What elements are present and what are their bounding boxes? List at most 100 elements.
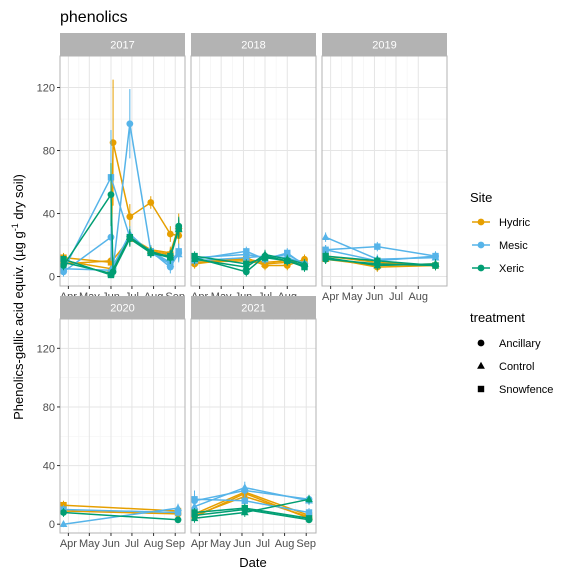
data-point (242, 505, 248, 511)
data-point (167, 253, 173, 259)
data-point (108, 191, 115, 198)
y-tick-label: 80 (43, 146, 55, 158)
facet-strip-label: 2020 (110, 303, 134, 315)
y-axis-title-sup: -1 (10, 223, 20, 231)
data-point (242, 498, 248, 504)
data-point (108, 234, 115, 241)
x-tick-label: Jun (366, 291, 384, 303)
x-tick-label: Aug (408, 291, 428, 303)
site-legend-label: Mesic (499, 240, 528, 252)
data-point (191, 253, 197, 259)
y-tick-label: 40 (43, 209, 55, 221)
site-legend-entry-hydric: Hydric (472, 217, 531, 229)
data-point (262, 254, 268, 260)
data-point (432, 253, 438, 259)
treatment-legend-label: Snowfence (499, 384, 553, 396)
data-point (243, 261, 249, 267)
facet-strip-label: 2018 (241, 40, 265, 52)
site-legend: Site Hydric Mesic Xeric (470, 190, 531, 275)
x-tick-label: Apr (60, 538, 77, 550)
treatment-legend-entry-snowfence: Snowfence (478, 384, 554, 396)
site-legend-label: Hydric (499, 217, 531, 229)
treatment-legend-entry-ancillary: Ancillary (478, 338, 541, 350)
treatment-legend-title: treatment (470, 310, 525, 325)
site-legend-label: Xeric (499, 263, 525, 275)
y-axis-title: Phenolics-gallic acid equiv. (µg g-1 dry… (10, 174, 26, 420)
facet-strip-label: 2017 (110, 40, 134, 52)
data-point (306, 509, 312, 515)
data-point (127, 234, 133, 240)
data-point (191, 496, 197, 502)
data-point (126, 120, 133, 127)
x-tick-label: Sep (296, 538, 316, 550)
data-point (108, 272, 114, 278)
x-tick-label: Apr (322, 291, 339, 303)
chart-title: phenolics (60, 9, 128, 26)
data-point (60, 256, 66, 262)
facet-panels: 201704080120AprMayJunJulAugSep2018AprMay… (37, 33, 447, 550)
data-point (374, 258, 380, 264)
site-legend-title: Site (470, 190, 492, 205)
legend-key-point (478, 219, 485, 226)
panel-2019: 2019 Apr May Jun Jul Aug (322, 33, 447, 303)
x-tick-label: May (79, 538, 100, 550)
facet-strip-label: 2021 (241, 303, 265, 315)
x-tick-label: Aug (144, 538, 164, 550)
x-tick-label: May (210, 538, 231, 550)
data-point (243, 248, 249, 254)
data-point (126, 213, 133, 220)
panel-background (322, 56, 447, 286)
legend-key-triangle (477, 362, 485, 369)
treatment-legend-entry-control: Control (477, 361, 534, 373)
x-tick-label: Jun (102, 538, 120, 550)
data-point (284, 258, 290, 264)
panel-2018: 2018AprMayJunJulAug (191, 33, 316, 303)
site-legend-entry-mesic: Mesic (472, 240, 528, 252)
y-tick-label: 80 (43, 402, 55, 414)
facet-strip-label: 2019 (372, 40, 396, 52)
panel-2021: 2021 Apr May Jun Jul Aug Sep (191, 296, 316, 550)
data-point (306, 515, 312, 521)
data-point (175, 516, 182, 523)
data-point (176, 248, 182, 254)
data-point (147, 199, 154, 206)
data-point (191, 509, 197, 515)
panel-background (191, 56, 316, 286)
legend-key-point (478, 242, 485, 249)
site-legend-entry-xeric: Xeric (472, 263, 525, 275)
data-point (167, 231, 174, 238)
treatment-legend-label: Ancillary (499, 338, 541, 350)
x-tick-label: May (342, 291, 363, 303)
treatment-legend-label: Control (499, 361, 534, 373)
y-axis-title-pre: Phenolics-gallic acid equiv. (µg g (11, 231, 26, 420)
panel-2020: 2020 0 40 80 120 Apr May Jun Jul Aug Sep (37, 296, 185, 550)
x-tick-label: Jun (233, 538, 251, 550)
treatment-legend: treatment Ancillary Control Snowfence (470, 310, 553, 396)
x-tick-label: Jul (389, 291, 403, 303)
y-tick-label: 0 (49, 519, 55, 531)
data-point (374, 243, 380, 249)
data-point (60, 509, 67, 516)
y-tick-label: 120 (37, 83, 55, 95)
data-point (175, 509, 181, 515)
y-tick-label: 40 (43, 461, 55, 473)
panel-2017: 201704080120AprMayJunJulAugSep (37, 33, 185, 303)
x-tick-label: Sep (165, 538, 185, 550)
data-point (301, 264, 307, 270)
y-tick-label: 120 (37, 343, 55, 355)
legend-key-circle (478, 340, 485, 347)
data-point (432, 262, 438, 268)
x-tick-label: Aug (275, 538, 295, 550)
data-point (148, 250, 154, 256)
data-point (176, 225, 182, 231)
y-axis-title-post: dry soil) (11, 174, 26, 223)
x-tick-label: Jul (125, 538, 139, 550)
x-tick-label: Jul (256, 538, 270, 550)
x-tick-label: Apr (191, 538, 208, 550)
y-tick-label: 0 (49, 272, 55, 284)
legend-key-square (478, 386, 484, 392)
data-point (322, 253, 328, 259)
legend-key-point (478, 265, 485, 272)
x-axis-title: Date (239, 555, 266, 570)
